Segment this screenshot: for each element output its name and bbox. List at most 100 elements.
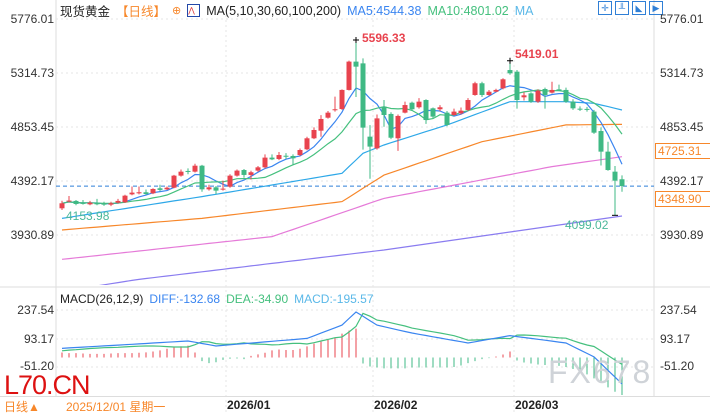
candle-body — [318, 118, 324, 131]
price-tick-left: 3930.89 — [10, 228, 54, 242]
candle-body — [66, 200, 72, 202]
diff-line — [61, 311, 623, 385]
candle — [192, 163, 198, 173]
candle — [388, 112, 394, 140]
candle — [570, 99, 576, 110]
price-tick-right: 5776.01 — [660, 12, 704, 26]
candle — [276, 151, 282, 161]
macd-title[interactable]: MACD(26,12,9) — [60, 292, 144, 306]
candle — [136, 186, 142, 195]
candle — [430, 107, 436, 119]
candle-body — [493, 89, 499, 92]
candle — [108, 201, 114, 207]
candle-body — [542, 89, 548, 95]
price-tick-left: 4392.17 — [10, 174, 54, 188]
candle-body — [458, 110, 464, 114]
candle-body — [185, 170, 191, 172]
candle — [66, 196, 72, 203]
candle-body — [444, 112, 450, 125]
candle-body — [591, 111, 597, 133]
candle-body — [59, 203, 65, 209]
candle — [486, 89, 492, 96]
diff-value: DIFF:-132.68 — [149, 292, 221, 306]
candle-body — [150, 188, 156, 194]
price-tick-right: 3930.89 — [660, 228, 704, 242]
time-axis: 日线▲ 2025/12/01 星期一 2026/01 2026/02 2026/… — [0, 396, 710, 414]
chart-type-icon[interactable]: ⋀ — [187, 4, 201, 17]
candle — [318, 115, 324, 137]
zoom-fit-icon[interactable]: ✛ — [598, 1, 612, 15]
ma30-line — [61, 101, 623, 219]
ma-params[interactable]: MA(5,10,30,60,100,200) — [206, 3, 342, 18]
candle-body — [262, 157, 268, 168]
main-panel — [56, 37, 654, 285]
period-label[interactable]: 【日线】 — [116, 5, 167, 19]
candle — [115, 198, 121, 204]
candle-body — [570, 101, 576, 109]
crosshair-icon[interactable]: ⊕ — [172, 5, 182, 17]
macd-tick-left: -51.20 — [19, 359, 54, 373]
candle — [612, 166, 618, 216]
candle — [577, 106, 583, 112]
period-toggle[interactable]: 日线▲ — [4, 400, 40, 414]
next-icon[interactable]: ▶ — [649, 1, 663, 15]
candle — [465, 98, 471, 112]
candle — [409, 101, 415, 112]
candle-body — [437, 107, 443, 110]
candle-body — [164, 187, 170, 190]
candle — [381, 100, 387, 127]
candle-body — [115, 200, 121, 203]
candle-body — [94, 202, 100, 205]
candle-body — [535, 90, 541, 102]
candle — [444, 111, 450, 127]
candle-body — [143, 192, 149, 195]
month-label: 2026/02 — [374, 398, 418, 412]
candle-body — [206, 187, 212, 190]
candle — [150, 188, 156, 195]
candle-body — [220, 188, 226, 190]
candle-body — [255, 167, 261, 171]
candle — [416, 98, 422, 109]
candle-body — [171, 175, 177, 188]
candle-body — [178, 171, 184, 176]
toolbar: ✛ ╨ ◣ ▶ — [598, 1, 663, 15]
draw-icon[interactable]: ╨ — [615, 1, 629, 15]
instrument-name: 现货黄金 — [60, 5, 111, 19]
macd-tick-left: 237.54 — [17, 303, 54, 317]
candle — [290, 154, 296, 165]
candle-body — [122, 195, 128, 203]
candle — [500, 78, 506, 90]
candle-body — [479, 83, 485, 95]
candle-body — [451, 111, 457, 115]
candle-body — [276, 155, 282, 160]
candle-body — [234, 170, 240, 176]
candle — [542, 87, 548, 109]
price-tick-left: 5314.73 — [10, 66, 54, 80]
candle — [437, 105, 443, 112]
candle-body — [297, 150, 303, 156]
candle-body — [549, 89, 555, 93]
macd-tick-right: -51.20 — [660, 359, 695, 373]
candle-body — [290, 155, 296, 159]
candle — [87, 200, 93, 206]
candle-body — [199, 165, 205, 190]
candle — [304, 136, 310, 151]
candle — [514, 70, 520, 109]
candle-body — [346, 61, 352, 90]
candle — [472, 81, 478, 96]
tool-icon[interactable]: ◣ — [632, 1, 646, 15]
dea-line — [61, 312, 623, 365]
candle — [234, 169, 240, 177]
candle — [493, 88, 499, 93]
candle-body — [598, 131, 604, 152]
candle-body — [157, 188, 163, 190]
candle — [367, 125, 373, 179]
candle — [402, 101, 408, 114]
candle — [360, 58, 366, 150]
high2-marker — [507, 57, 513, 64]
candle-body — [486, 91, 492, 95]
candle — [605, 141, 611, 171]
macd-legend: MACD(26,12,9) DIFF:-132.68 DEA:-34.90 MA… — [60, 292, 374, 306]
ma5-value: MA5:4544.38 — [347, 3, 422, 18]
